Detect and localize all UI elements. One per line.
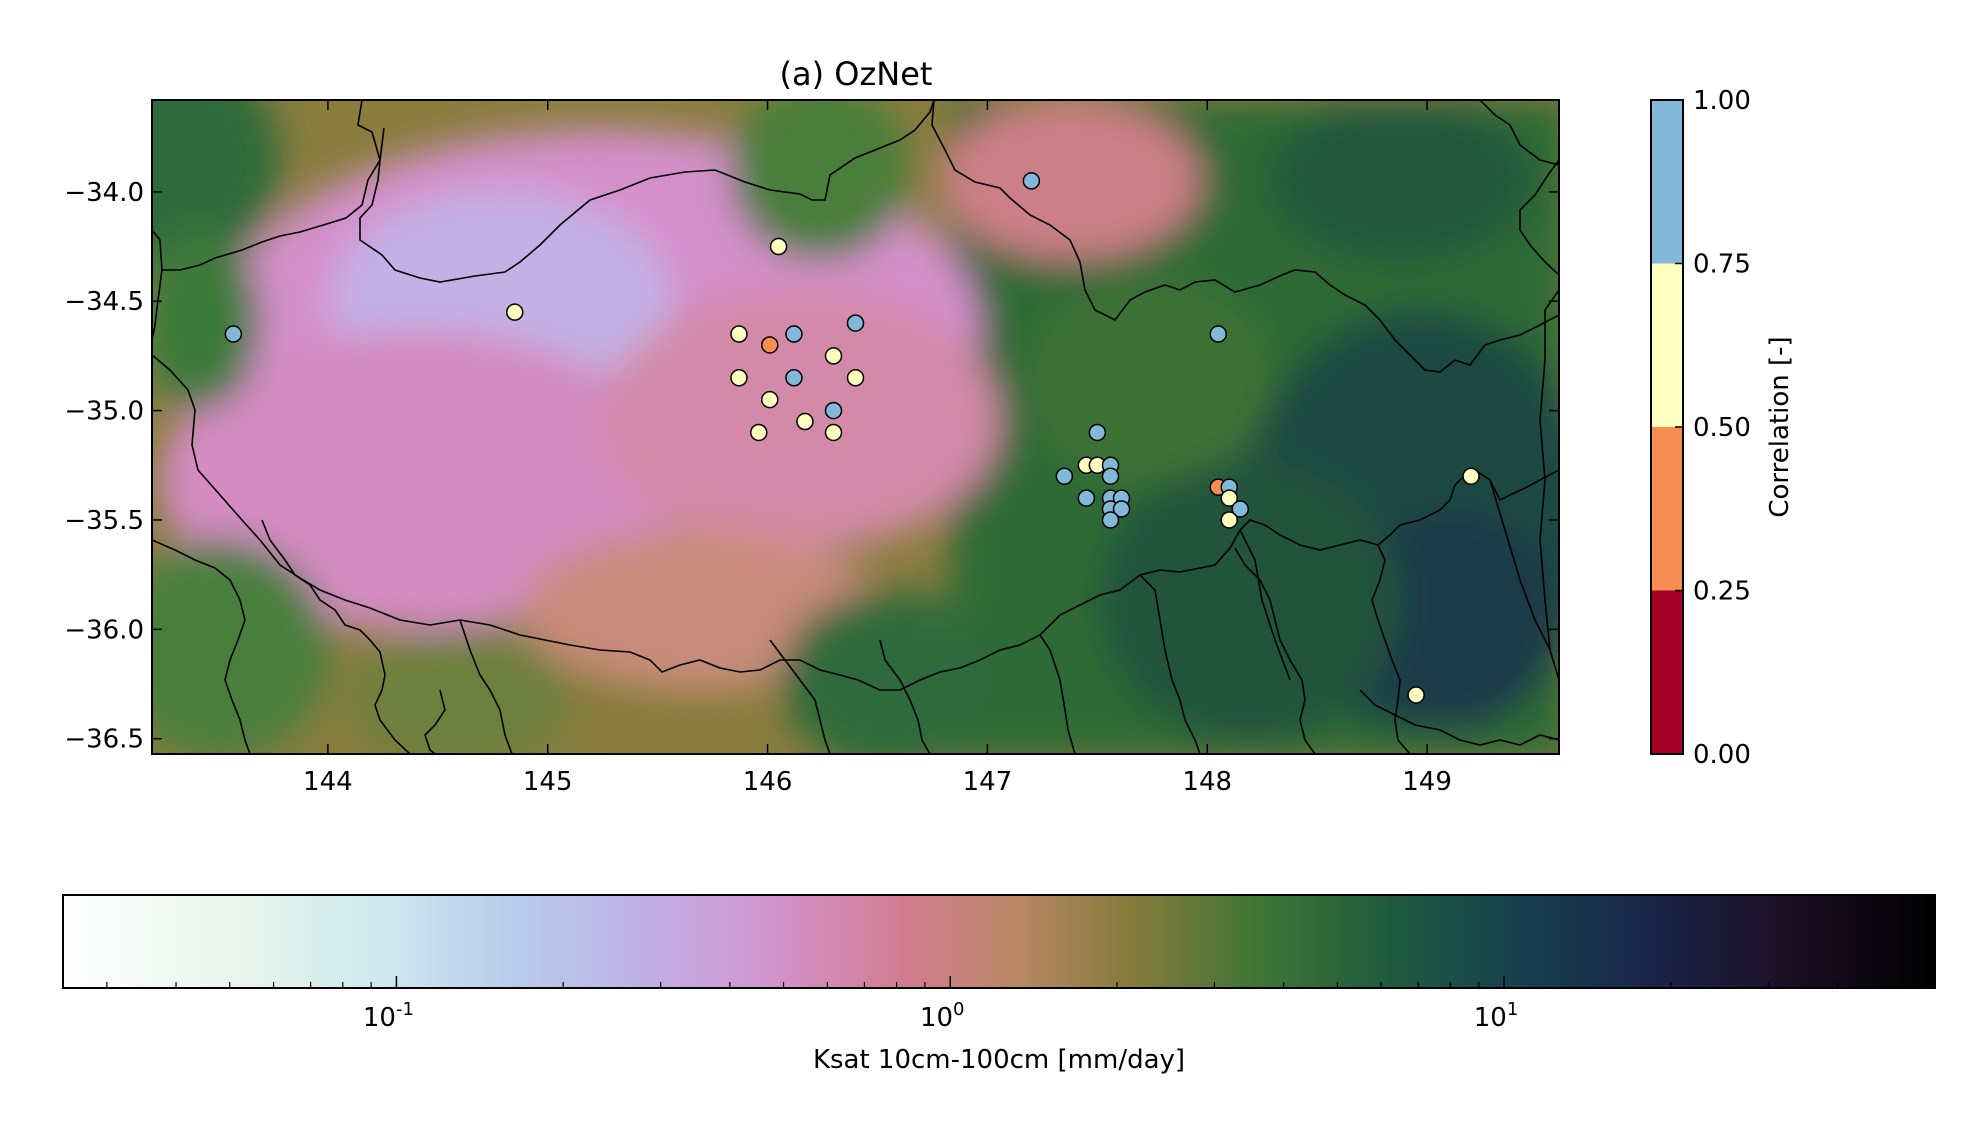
station-point <box>1231 500 1249 518</box>
lat-tick-label: −34.0 <box>64 178 144 208</box>
map-panel <box>152 100 1559 754</box>
lat-tick-label: −35.5 <box>64 506 144 536</box>
lat-axis: −34.0 −34.5 −35.0 −35.5 −36.0 −36.5 <box>64 178 1559 755</box>
correlation-colorbar: 0.00 0.25 0.50 0.75 1.00 Correlation [-] <box>1650 86 1795 770</box>
ksat-tick-label: 101 <box>1474 999 1519 1033</box>
station-point <box>750 423 768 442</box>
correlation-tick-label: 0.75 <box>1693 250 1751 280</box>
station-points <box>224 172 1480 704</box>
ksat-tick-label: 100 <box>920 999 965 1033</box>
ksat-colorbar: 10-1 100 101 Ksat 10cm-100cm [mm/day] <box>62 894 1936 1075</box>
station-point <box>824 401 843 420</box>
correlation-bin <box>1651 590 1683 754</box>
station-point <box>1407 686 1425 704</box>
map-frame <box>151 99 1560 755</box>
station-point <box>1077 489 1096 507</box>
station-point <box>1462 467 1480 485</box>
correlation-bin <box>1651 427 1683 591</box>
lon-axis: 144 145 146 147 148 149 <box>303 100 1452 797</box>
station-point <box>761 390 779 409</box>
lat-tick-label: −36.0 <box>64 615 144 645</box>
station-point <box>1088 423 1107 442</box>
station-point <box>785 369 803 387</box>
station-point <box>1209 325 1227 343</box>
station-point <box>785 325 803 343</box>
lon-tick-label: 148 <box>1182 767 1232 797</box>
lon-tick-label: 145 <box>523 767 573 797</box>
station-point <box>796 412 814 431</box>
station-point <box>505 303 524 321</box>
correlation-bin <box>1651 100 1683 264</box>
station-point <box>730 369 748 387</box>
lat-tick-label: −34.5 <box>64 287 144 317</box>
ksat-colorbar-gradient <box>63 895 1935 988</box>
lat-tick-label: −36.5 <box>64 725 144 755</box>
station-point <box>761 336 779 354</box>
station-point <box>1101 511 1120 529</box>
correlation-tick-label: 1.00 <box>1693 86 1751 116</box>
station-point <box>824 347 843 365</box>
ksat-tick-label: 10-1 <box>363 999 414 1033</box>
correlation-tick-label: 0.25 <box>1693 577 1751 607</box>
station-point <box>224 325 243 343</box>
correlation-tick-label: 0.50 <box>1693 413 1751 443</box>
station-point <box>846 369 865 387</box>
correlation-colorbar-label: Correlation [-] <box>1765 336 1795 517</box>
lon-tick-label: 146 <box>743 767 793 797</box>
station-point <box>846 314 865 332</box>
lon-tick-label: 149 <box>1402 767 1452 797</box>
station-point <box>1220 489 1238 507</box>
correlation-bin <box>1651 263 1683 427</box>
station-point <box>1220 511 1238 529</box>
ksat-colorbar-label: Ksat 10cm-100cm [mm/day] <box>813 1045 1185 1075</box>
lon-tick-label: 147 <box>963 767 1013 797</box>
lat-tick-label: −35.0 <box>64 397 144 427</box>
station-point <box>769 237 788 256</box>
correlation-tick-label: 0.00 <box>1693 740 1751 770</box>
station-point <box>1022 172 1041 190</box>
station-point <box>1055 467 1074 485</box>
station-point <box>730 325 748 343</box>
station-point <box>1112 500 1131 518</box>
map-title: (a) OzNet <box>780 55 933 93</box>
lon-tick-label: 144 <box>303 767 353 797</box>
station-point <box>824 423 843 442</box>
station-point <box>1101 467 1120 485</box>
